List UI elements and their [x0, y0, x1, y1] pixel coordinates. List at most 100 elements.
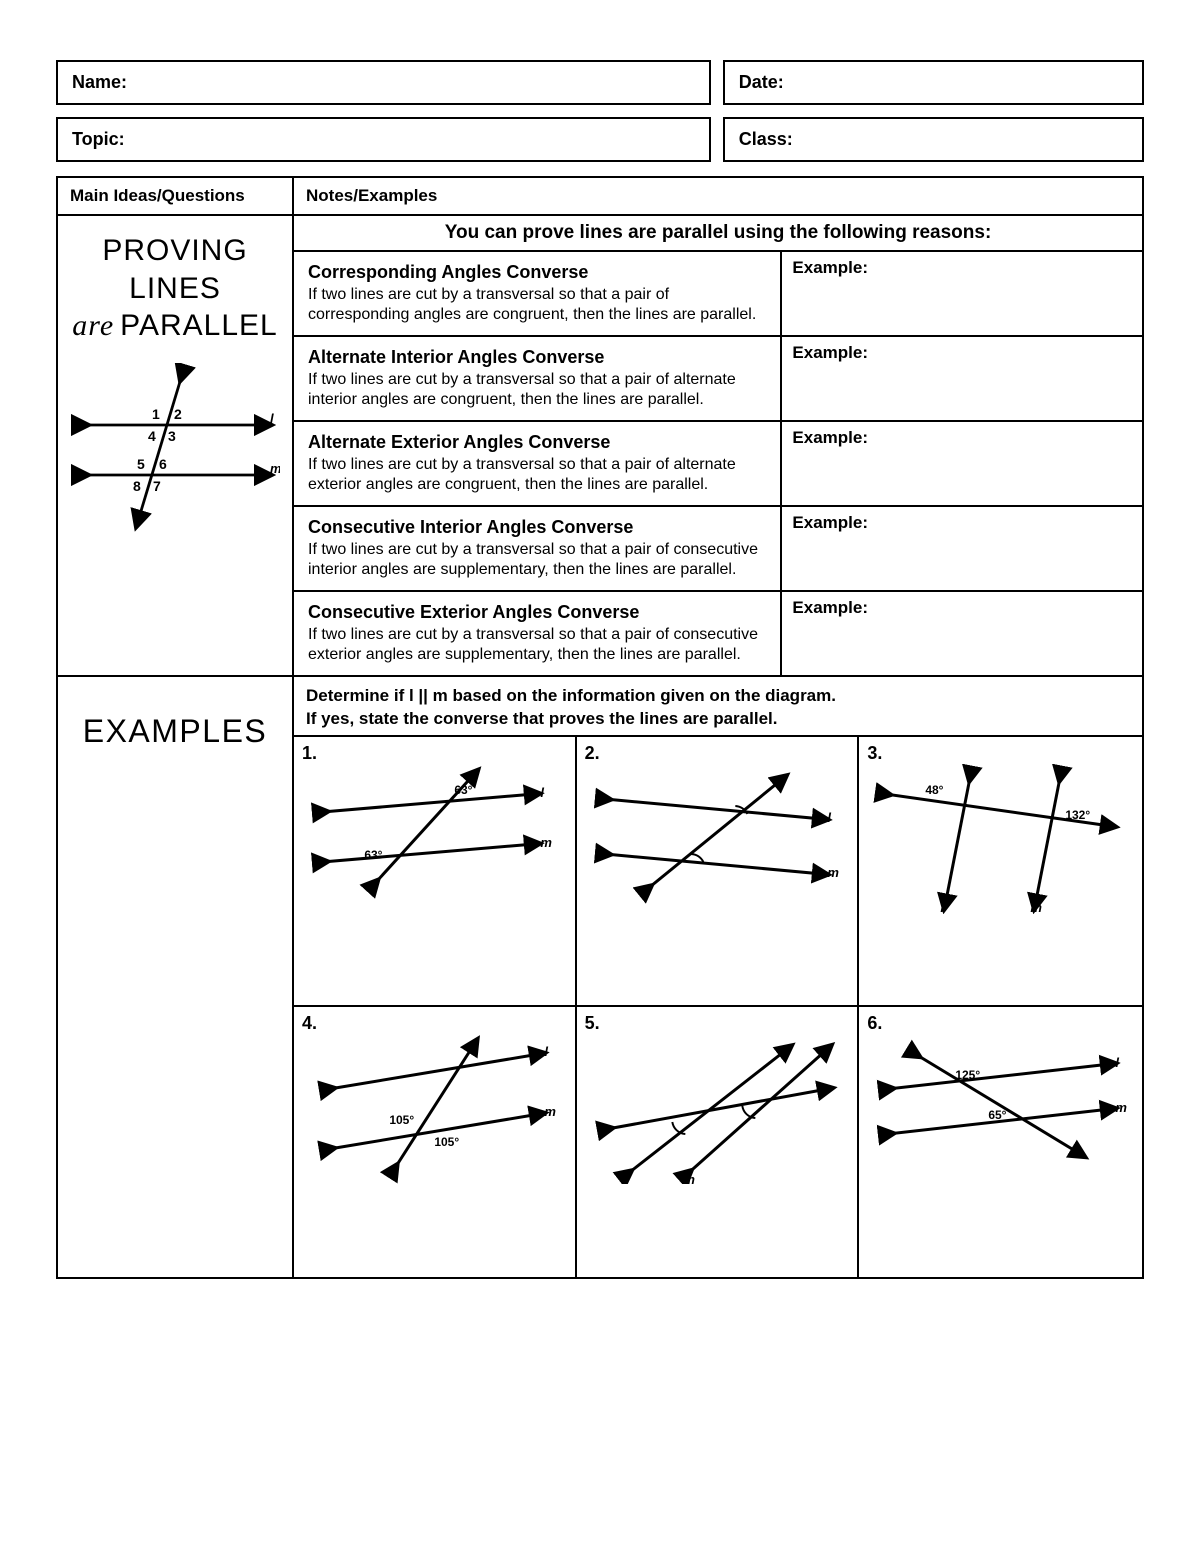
example-num-4: 4. [302, 1013, 567, 1034]
example-diagram-6: 125° 65° l m [867, 1034, 1134, 1184]
ex1-angle-1: 63° [454, 783, 472, 797]
angle-3: 3 [168, 428, 176, 444]
ex1-m: m [540, 835, 552, 850]
converse-text-4: Consecutive Exterior Angles Converse If … [294, 592, 782, 675]
converse-example-1[interactable]: Example: [782, 337, 1142, 420]
col-header-right: Notes/Examples [294, 178, 1142, 214]
ex5-m: m [683, 1172, 695, 1184]
ex6-angle-1: 125° [956, 1068, 981, 1082]
ex5-l: l [623, 1172, 627, 1184]
title-line1: PROVING LINES [64, 232, 286, 307]
examples-grid: 1. 63° 63° l m 2. [294, 737, 1142, 1277]
ex1-l: l [540, 785, 544, 800]
converse-body-4: If two lines are cut by a transversal so… [308, 625, 766, 665]
section-proving: PROVING LINES arePARALLEL l m [58, 216, 1142, 677]
example-num-5: 5. [585, 1013, 850, 1034]
converse-title-2: Alternate Exterior Angles Converse [308, 432, 766, 453]
class-field[interactable]: Class: [723, 117, 1144, 162]
transversal-diagram: l m 1 2 3 4 5 6 7 8 [70, 363, 280, 533]
header-row-2: Topic: Class: [56, 117, 1144, 162]
converse-body-1: If two lines are cut by a transversal so… [308, 370, 766, 410]
title-line2: arePARALLEL [64, 307, 286, 345]
example-diagram-1: 63° 63° l m [302, 764, 567, 914]
right-panel-converses: You can prove lines are parallel using t… [294, 216, 1142, 675]
example-cell-2: 2. l m [577, 737, 860, 1007]
example-num-3: 3. [867, 743, 1134, 764]
example-num-6: 6. [867, 1013, 1134, 1034]
converse-title-4: Consecutive Exterior Angles Converse [308, 602, 766, 623]
angle-8: 8 [133, 478, 141, 494]
ex4-angle-2: 105° [434, 1135, 459, 1149]
ex4-l: l [544, 1044, 548, 1059]
converse-title-0: Corresponding Angles Converse [308, 262, 766, 283]
converse-title-3: Consecutive Interior Angles Converse [308, 517, 766, 538]
converse-example-3[interactable]: Example: [782, 507, 1142, 590]
examples-instruction: Determine if l || m based on the informa… [294, 677, 1142, 737]
converse-text-3: Consecutive Interior Angles Converse If … [294, 507, 782, 590]
ex4-angle-1: 105° [389, 1113, 414, 1127]
converse-row-2: Alternate Exterior Angles Converse If tw… [294, 422, 1142, 507]
converse-example-4[interactable]: Example: [782, 592, 1142, 675]
converse-body-3: If two lines are cut by a transversal so… [308, 540, 766, 580]
ex2-m: m [827, 865, 839, 880]
converse-row-0: Corresponding Angles Converse If two lin… [294, 252, 1142, 337]
converse-text-1: Alternate Interior Angles Converse If tw… [294, 337, 782, 420]
ex4-m: m [544, 1104, 556, 1119]
converse-body-2: If two lines are cut by a transversal so… [308, 455, 766, 495]
col-header-left: Main Ideas/Questions [58, 178, 294, 214]
angle-6: 6 [159, 456, 167, 472]
ex6-m: m [1116, 1100, 1128, 1115]
example-diagram-3: 48° 132° l m [867, 764, 1134, 914]
diagram-line-l: l [270, 411, 274, 426]
example-diagram-5: l m [585, 1034, 850, 1184]
examples-left-panel: EXAMPLES [58, 677, 294, 1277]
example-diagram-2: l m [585, 764, 850, 914]
converse-row-1: Alternate Interior Angles Converse If tw… [294, 337, 1142, 422]
converse-example-2[interactable]: Example: [782, 422, 1142, 505]
converse-row-4: Consecutive Exterior Angles Converse If … [294, 592, 1142, 675]
title-script: are [72, 309, 114, 342]
converse-body-0: If two lines are cut by a transversal so… [308, 285, 766, 325]
instr-line-2: If yes, state the converse that proves t… [306, 709, 777, 728]
examples-heading: EXAMPLES [58, 713, 292, 750]
converse-example-0[interactable]: Example: [782, 252, 1142, 335]
column-headers: Main Ideas/Questions Notes/Examples [58, 178, 1142, 216]
ex6-l: l [1116, 1055, 1120, 1070]
example-diagram-4: 105° 105° l m [302, 1034, 567, 1184]
diagram-line-m: m [270, 461, 280, 476]
ex6-angle-2: 65° [989, 1108, 1007, 1122]
angle-4: 4 [148, 428, 156, 444]
ex3-l: l [941, 900, 945, 914]
converse-title-1: Alternate Interior Angles Converse [308, 347, 766, 368]
angle-2: 2 [174, 406, 182, 422]
converse-text-2: Alternate Exterior Angles Converse If tw… [294, 422, 782, 505]
header-row-1: Name: Date: [56, 60, 1144, 105]
topic-field[interactable]: Topic: [56, 117, 711, 162]
example-num-2: 2. [585, 743, 850, 764]
examples-right-panel: Determine if l || m based on the informa… [294, 677, 1142, 1277]
ex3-m: m [1031, 900, 1043, 914]
example-cell-6: 6. 125° 65° l m [859, 1007, 1142, 1277]
name-field[interactable]: Name: [56, 60, 711, 105]
left-panel-title: PROVING LINES arePARALLEL l m [58, 216, 294, 675]
converse-row-3: Consecutive Interior Angles Converse If … [294, 507, 1142, 592]
title-line2b: PARALLEL [120, 309, 278, 342]
instr-line-1: Determine if l || m based on the informa… [306, 686, 836, 705]
angle-5: 5 [137, 456, 145, 472]
ex1-angle-2: 63° [364, 848, 382, 862]
example-cell-1: 1. 63° 63° l m [294, 737, 577, 1007]
section-examples: EXAMPLES Determine if l || m based on th… [58, 677, 1142, 1277]
converse-text-0: Corresponding Angles Converse If two lin… [294, 252, 782, 335]
intro-text: You can prove lines are parallel using t… [294, 216, 1142, 252]
ex2-l: l [827, 810, 831, 825]
example-cell-5: 5. l m [577, 1007, 860, 1277]
example-num-1: 1. [302, 743, 567, 764]
notes-table: Main Ideas/Questions Notes/Examples PROV… [56, 176, 1144, 1279]
ex3-angle-1: 48° [926, 783, 944, 797]
example-cell-3: 3. 48° 132° l m [859, 737, 1142, 1007]
date-field[interactable]: Date: [723, 60, 1144, 105]
example-cell-4: 4. 105° 105° l m [294, 1007, 577, 1277]
ex3-angle-2: 132° [1066, 808, 1091, 822]
angle-7: 7 [153, 478, 161, 494]
angle-1: 1 [152, 406, 160, 422]
